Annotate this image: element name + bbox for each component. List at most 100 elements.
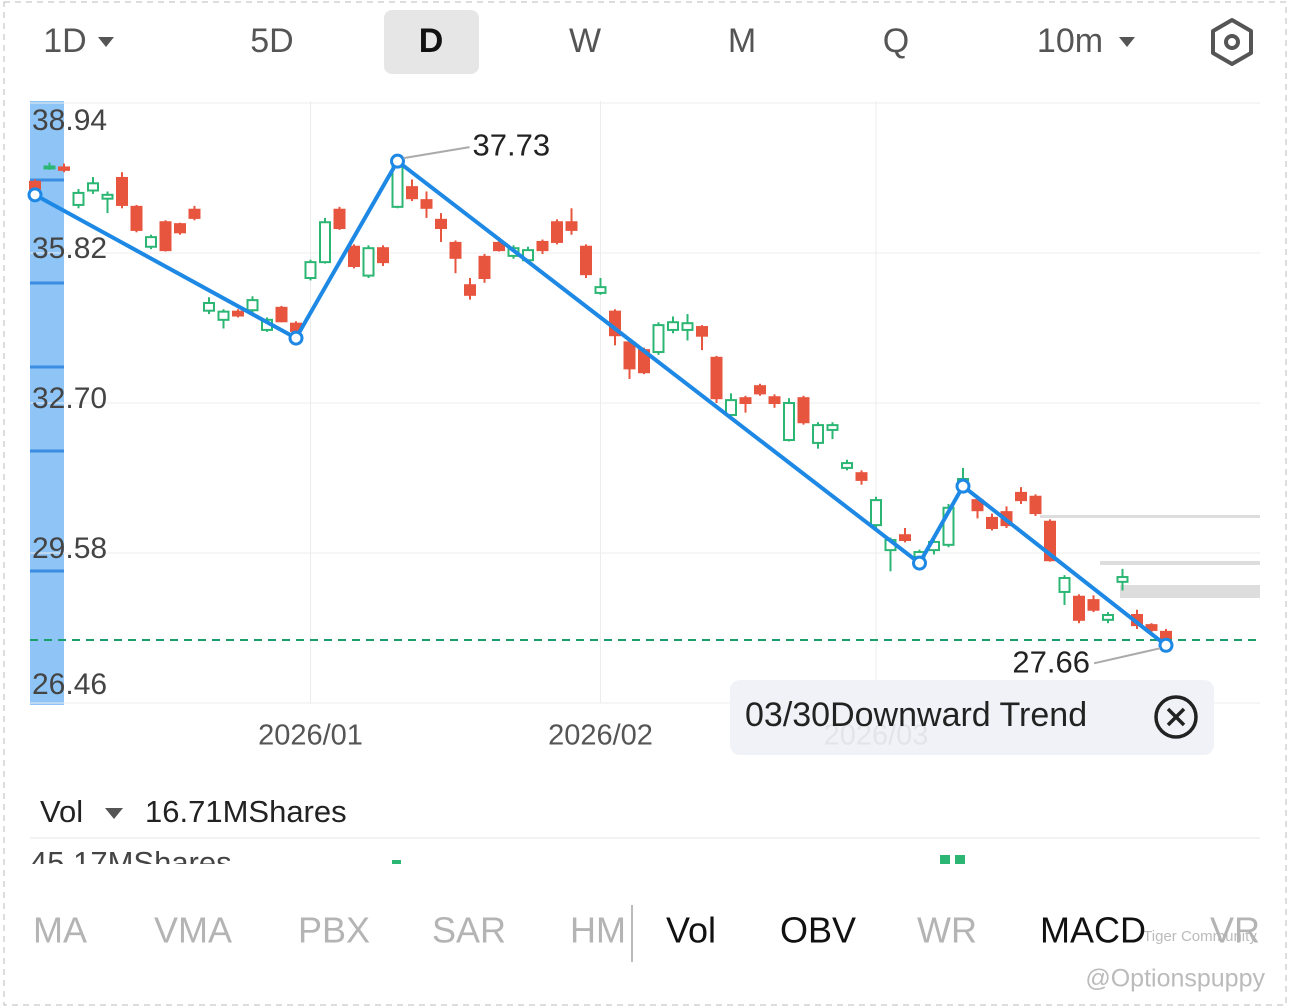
period-tab[interactable]: 10m bbox=[1037, 22, 1103, 60]
y-tick-label: 32.70 bbox=[32, 382, 107, 415]
watermark-user: @Optionspuppy bbox=[1085, 965, 1265, 993]
candle-body bbox=[580, 245, 592, 276]
tab-highlight bbox=[384, 10, 479, 74]
candle-body bbox=[812, 424, 824, 444]
period-tab[interactable]: Q bbox=[883, 22, 909, 60]
popup-label: 03/30Downward Trend bbox=[745, 696, 1087, 734]
candle-body bbox=[565, 221, 578, 231]
settings-icon[interactable] bbox=[1211, 18, 1253, 66]
y-tick-label: 38.94 bbox=[32, 104, 107, 137]
indicator-tab[interactable]: SAR bbox=[432, 910, 506, 951]
candle-body bbox=[362, 247, 375, 277]
candle-body bbox=[145, 236, 157, 248]
popup-text: Downward Trend bbox=[830, 696, 1087, 734]
period-tab[interactable]: D bbox=[419, 22, 444, 60]
candle-body bbox=[188, 208, 201, 219]
candle-body bbox=[725, 399, 737, 417]
popup-box bbox=[730, 680, 1214, 755]
indicator-tab[interactable]: VMA bbox=[154, 910, 232, 951]
candle-body bbox=[855, 472, 868, 481]
candle-body bbox=[623, 341, 636, 370]
candle-body bbox=[87, 182, 99, 192]
candle-body bbox=[478, 255, 491, 280]
candle-body bbox=[1058, 577, 1071, 593]
trend-vertex[interactable] bbox=[390, 153, 405, 169]
trend-line bbox=[34, 158, 1168, 647]
candle-body bbox=[464, 284, 476, 296]
candle-body bbox=[333, 208, 346, 230]
indicator-tab[interactable]: HM bbox=[570, 910, 626, 951]
candle-body bbox=[841, 462, 853, 469]
candle-body bbox=[768, 396, 781, 405]
volume-pane: 45.17MShares bbox=[30, 845, 965, 880]
trend-vertex[interactable] bbox=[912, 555, 927, 571]
volume-label[interactable]: Vol bbox=[40, 794, 83, 829]
candle-body bbox=[754, 385, 766, 395]
settings-dot bbox=[1224, 34, 1240, 50]
period-tab[interactable]: W bbox=[569, 22, 601, 60]
candle-body bbox=[159, 221, 172, 252]
candle-body bbox=[1029, 495, 1042, 515]
settings-hexagon bbox=[1211, 18, 1253, 66]
candle-body bbox=[493, 241, 505, 252]
indicator-tab[interactable]: Vol bbox=[666, 910, 716, 951]
period-tab[interactable]: 1D bbox=[43, 22, 86, 60]
indicator-tab[interactable]: OBV bbox=[780, 910, 856, 951]
candle-body bbox=[536, 240, 549, 252]
candle-body bbox=[594, 286, 607, 294]
volume-bar-hint bbox=[940, 855, 950, 864]
label-leader bbox=[403, 146, 470, 160]
candle-body bbox=[72, 191, 85, 206]
trend-vertex[interactable] bbox=[955, 478, 971, 494]
volume-max: 45.17MShares bbox=[30, 845, 232, 880]
x-tick-label: 2026/02 bbox=[548, 720, 653, 752]
candle-body bbox=[304, 261, 317, 279]
order-level bbox=[1040, 515, 1260, 518]
candle-body bbox=[783, 402, 795, 442]
candle-body bbox=[1015, 491, 1027, 502]
candle-body bbox=[319, 221, 331, 264]
candle-body bbox=[420, 199, 433, 209]
candle-body bbox=[449, 241, 462, 259]
extreme-label: 27.66 bbox=[1012, 644, 1090, 679]
candle-body bbox=[130, 205, 143, 231]
trend-vertex[interactable] bbox=[1158, 637, 1174, 653]
candle-body bbox=[870, 499, 882, 527]
label-leader bbox=[1093, 647, 1161, 665]
candle-body bbox=[435, 218, 447, 229]
candle-body bbox=[681, 322, 694, 331]
watermark-brand: Tiger Community bbox=[1143, 928, 1257, 945]
candle-body bbox=[275, 306, 288, 323]
indicator-tab[interactable]: WR bbox=[917, 910, 977, 951]
candle-body bbox=[58, 166, 70, 171]
trend-vertex[interactable] bbox=[288, 330, 304, 346]
candle-body bbox=[406, 186, 418, 200]
close-icon[interactable] bbox=[1154, 695, 1198, 739]
indicator-tab[interactable]: VR bbox=[1210, 910, 1260, 951]
candle-body bbox=[797, 397, 810, 424]
indicator-tab[interactable]: MACD bbox=[1040, 910, 1146, 951]
indicator-tab[interactable]: MA bbox=[33, 910, 87, 951]
period-tab[interactable]: M bbox=[728, 22, 756, 60]
candle-body bbox=[826, 424, 839, 431]
period-tab[interactable]: 5D bbox=[250, 22, 293, 60]
candle-body bbox=[667, 321, 679, 331]
popup[interactable]: 03/30Downward Trend bbox=[730, 680, 1214, 755]
volume-bar-hint bbox=[392, 860, 401, 864]
candle-body bbox=[1102, 614, 1114, 621]
candle-body bbox=[203, 302, 215, 312]
candle-body bbox=[1073, 595, 1085, 621]
popup-date: 03/30 bbox=[745, 696, 830, 734]
volume-bar-hint bbox=[955, 855, 965, 864]
candle-body bbox=[1044, 520, 1056, 562]
candle-body bbox=[174, 223, 186, 234]
trend-vertex[interactable] bbox=[27, 187, 43, 203]
indicator-tab[interactable]: PBX bbox=[298, 910, 370, 951]
candle-body bbox=[696, 326, 708, 337]
y-tick-label: 26.46 bbox=[32, 668, 107, 701]
candle-body bbox=[899, 534, 911, 542]
order-level bbox=[1100, 561, 1260, 565]
